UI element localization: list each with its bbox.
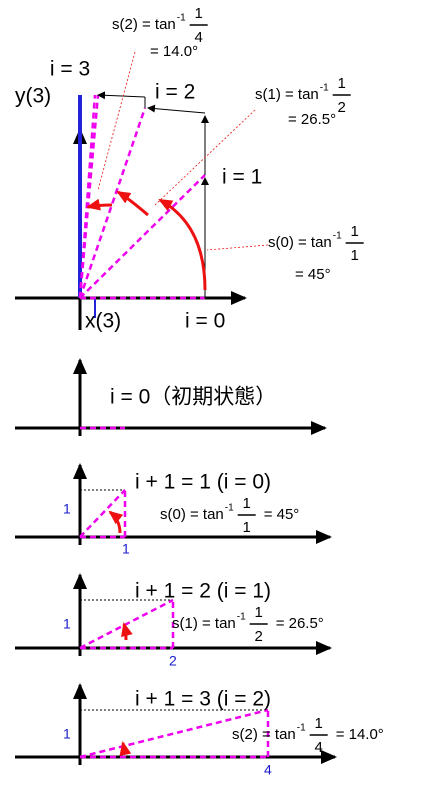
y-label: 1 (63, 726, 71, 742)
formula-sup: -1 (320, 83, 329, 94)
label: i = 3 (50, 58, 90, 81)
formula-sup: -1 (177, 13, 186, 24)
panel-title: i = 0（初期状態） (110, 386, 276, 409)
formula-result: = 45° (295, 266, 331, 283)
label: i = 0 (185, 310, 225, 333)
fraction-den: 4 (195, 29, 203, 46)
fraction-num: 1 (351, 223, 359, 240)
panel-title: i + 1 = 1 (i = 0) (135, 471, 271, 494)
fraction-num: 1 (195, 5, 203, 22)
fraction-num: 1 (315, 715, 323, 732)
y-label: 1 (63, 501, 71, 517)
formula-sup: -1 (297, 723, 306, 734)
formula-lhs: s(0) = tan (160, 506, 224, 523)
formula-lhs: s(1) = tan (172, 615, 236, 632)
fraction-num: 1 (255, 604, 263, 621)
formula-result: = 45° (264, 506, 300, 523)
x-label: 4 (264, 762, 272, 778)
label: i = 1 (222, 166, 262, 189)
label: y(3) (15, 85, 51, 108)
formula-sup: -1 (333, 231, 342, 242)
formula-result: = 26.5° (288, 111, 336, 128)
formula-lhs: s(1) = tan (255, 86, 319, 103)
fraction-den: 1 (243, 519, 251, 536)
formula-result: = 26.5° (276, 615, 324, 632)
top-diagram: i = 3 y(3) i = 2 i = 1 x(3) i = 0 (15, 51, 269, 333)
formula-result: = 14.0° (336, 726, 384, 743)
panel-title: i + 1 = 2 (i = 1) (135, 580, 271, 603)
formula-sup: -1 (225, 503, 234, 514)
fraction-num: 1 (338, 75, 346, 92)
panel: i + 1 = 1 (i = 0) 1 1 (15, 463, 332, 557)
x-label: 2 (169, 653, 177, 669)
panel: i + 1 = 3 (i = 2) 1 4 (15, 683, 337, 778)
label: x(3) (85, 310, 121, 333)
panel: i = 0（初期状態） (15, 358, 327, 436)
fraction-den: 1 (351, 247, 359, 264)
formula-lhs: s(2) = tan (232, 726, 296, 743)
panel: i + 1 = 2 (i = 1) 1 2 (15, 573, 332, 669)
fraction-num: 1 (243, 495, 251, 512)
x-label: 1 (122, 541, 130, 557)
formula-result: = 14.0° (150, 43, 198, 60)
label: i = 2 (155, 81, 195, 104)
y-label: 1 (63, 616, 71, 632)
fraction-den: 2 (255, 628, 263, 645)
fraction-den: 4 (315, 739, 323, 756)
formula-lhs: s(2) = tan (112, 16, 176, 33)
fraction-den: 2 (338, 99, 346, 116)
formula-lhs: s(0) = tan (268, 234, 332, 251)
panel-title: i + 1 = 3 (i = 2) (135, 688, 271, 711)
formula-sup: -1 (237, 612, 246, 623)
